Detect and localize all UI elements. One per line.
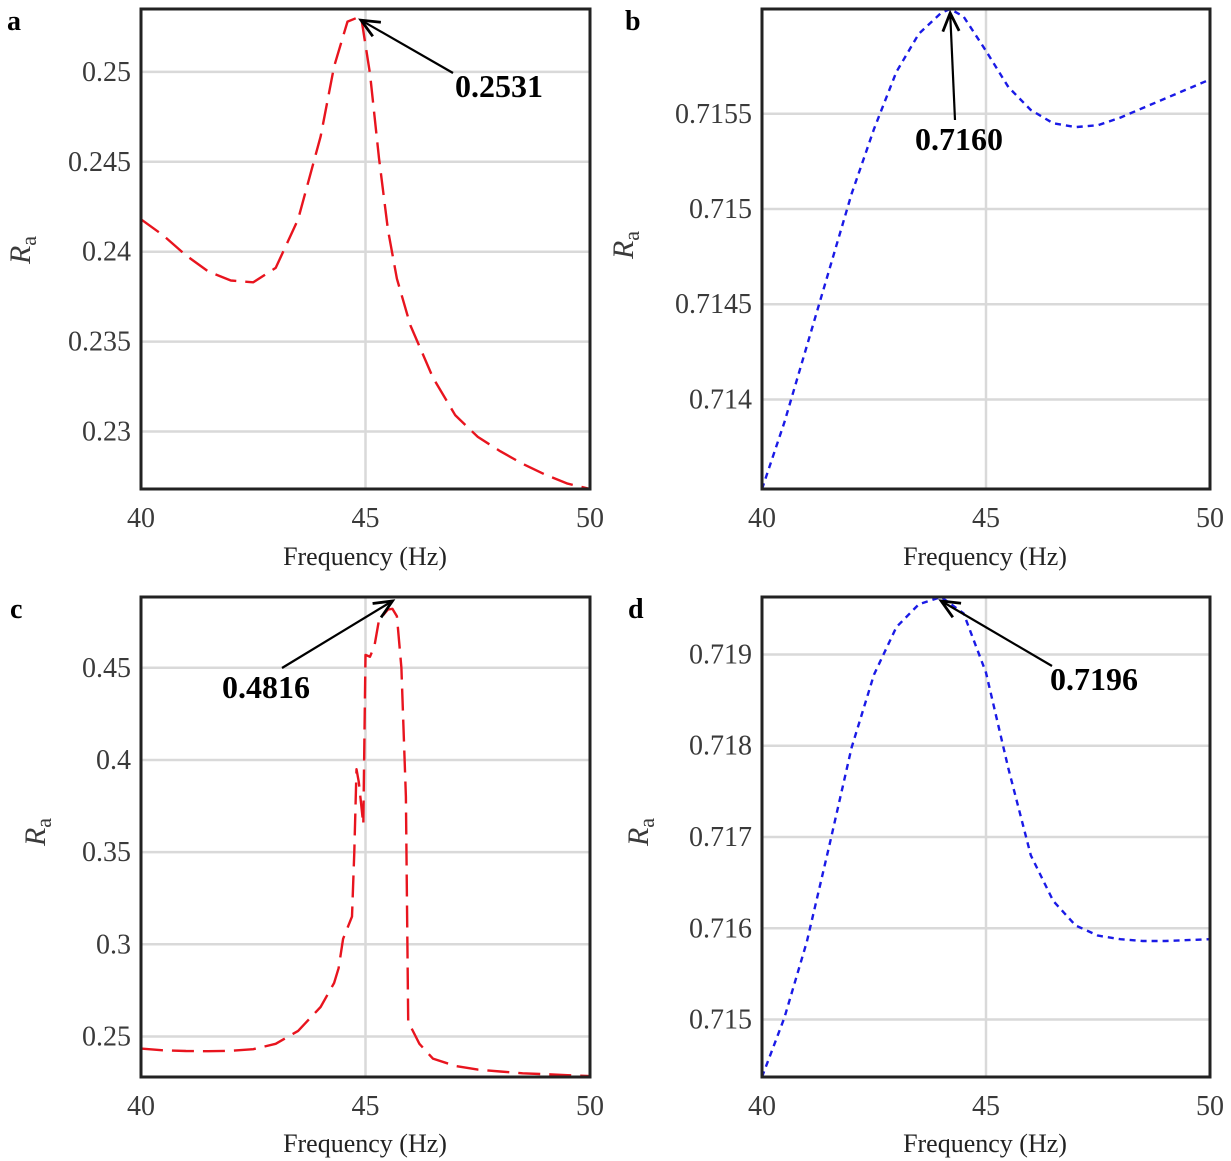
x-tick-label: 45: [352, 1091, 380, 1122]
annotation-label: 0.2531: [455, 68, 543, 104]
y-tick-label: 0.716: [689, 913, 752, 944]
annotation-arrow-head: [358, 18, 382, 38]
y-axis-label: Ra: [4, 236, 41, 265]
x-tick-label: 45: [352, 503, 380, 534]
y-tick-label: 0.23: [82, 416, 131, 447]
y-axis-label-main: R: [607, 241, 640, 260]
x-tick-label: 50: [1196, 1091, 1224, 1122]
x-axis-label: Frequency (Hz): [903, 542, 1067, 571]
y-tick-label: 0.718: [689, 731, 752, 762]
y-tick-label: 0.715: [689, 1005, 752, 1036]
annotation-label: 0.7160: [915, 121, 1003, 157]
x-tick-label: 50: [1196, 503, 1224, 534]
y-tick-label: 0.7145: [675, 289, 752, 320]
panel-a: 0.23 0.235 0.24 0.245 0.25 40 45 50 Frequency (H…: [4, 6, 604, 571]
y-axis-label: Ra: [622, 818, 659, 847]
panel-letter: b: [625, 6, 641, 37]
y-axis-label-subscript: a: [634, 818, 659, 828]
annotation-arrow-head: [372, 599, 396, 619]
annotation-arrow-shaft: [281, 600, 394, 669]
panel-b: 0.714 0.7145 0.715 0.7155 40 45 50 Frequency (H…: [607, 6, 1224, 571]
y-tick-label: 0.715: [689, 194, 752, 225]
y-axis-label-main: R: [622, 828, 655, 847]
x-tick-label: 45: [972, 503, 1000, 534]
x-tick-label: 40: [127, 1091, 155, 1122]
series-line: [762, 7, 1210, 490]
y-axis-label-subscript: a: [16, 236, 41, 246]
y-tick-label: 0.25: [82, 1021, 131, 1052]
series-line: [762, 595, 1210, 1078]
panel-d: 0.715 0.716 0.717 0.718 0.719 40 45 50 Frequency…: [622, 594, 1224, 1158]
y-tick-label: 0.24: [82, 237, 131, 268]
annotation-arrow-shaft: [940, 600, 1053, 667]
series-line: [141, 607, 590, 1078]
panel-letter: d: [628, 594, 644, 625]
x-axis-label: Frequency (Hz): [283, 1129, 447, 1158]
y-tick-label: 0.35: [82, 837, 131, 868]
annotation-label: 0.4816: [222, 669, 310, 705]
y-axis-label: Ra: [19, 818, 56, 847]
x-axis-label: Frequency (Hz): [903, 1129, 1067, 1158]
annotation-arrow-shaft: [949, 12, 957, 121]
y-axis-label-subscript: a: [619, 231, 644, 241]
annotation-arrow-shaft: [360, 19, 454, 74]
annotation-arrow-head: [941, 9, 961, 33]
x-tick-label: 45: [972, 1091, 1000, 1122]
annotation-arrow-head: [938, 599, 962, 619]
y-tick-label: 0.717: [689, 822, 752, 853]
x-tick-label: 40: [748, 1091, 776, 1122]
y-tick-label: 0.7155: [675, 99, 752, 130]
y-tick-label: 0.4: [96, 745, 131, 776]
plot-frame: [760, 7, 1212, 491]
x-axis-label: Frequency (Hz): [283, 542, 447, 571]
y-tick-label: 0.3: [96, 929, 131, 960]
plot-frame: [139, 595, 592, 1079]
x-tick-label: 40: [127, 503, 155, 534]
y-axis-label: Ra: [607, 231, 644, 260]
panel-c: 0.25 0.3 0.35 0.4 0.45 40 45 50 Frequency (Hz) Ra…: [10, 594, 604, 1158]
y-tick-label: 0.719: [689, 639, 752, 670]
y-axis-label-main: R: [4, 246, 37, 265]
plot-frame: [139, 7, 592, 491]
panel-letter: a: [7, 6, 21, 37]
y-axis-label-subscript: a: [31, 818, 56, 828]
x-tick-label: 40: [748, 503, 776, 534]
x-tick-label: 50: [576, 503, 604, 534]
y-tick-label: 0.25: [82, 57, 131, 88]
series-line: [141, 15, 590, 491]
panel-letter: c: [10, 594, 22, 625]
y-tick-label: 0.245: [68, 147, 131, 178]
y-tick-label: 0.714: [689, 384, 752, 415]
y-axis-label-main: R: [19, 828, 52, 847]
x-tick-label: 50: [576, 1091, 604, 1122]
y-tick-label: 0.45: [82, 653, 131, 684]
y-tick-label: 0.235: [68, 327, 131, 358]
plot-frame: [760, 595, 1212, 1079]
annotation-label: 0.7196: [1050, 661, 1138, 697]
